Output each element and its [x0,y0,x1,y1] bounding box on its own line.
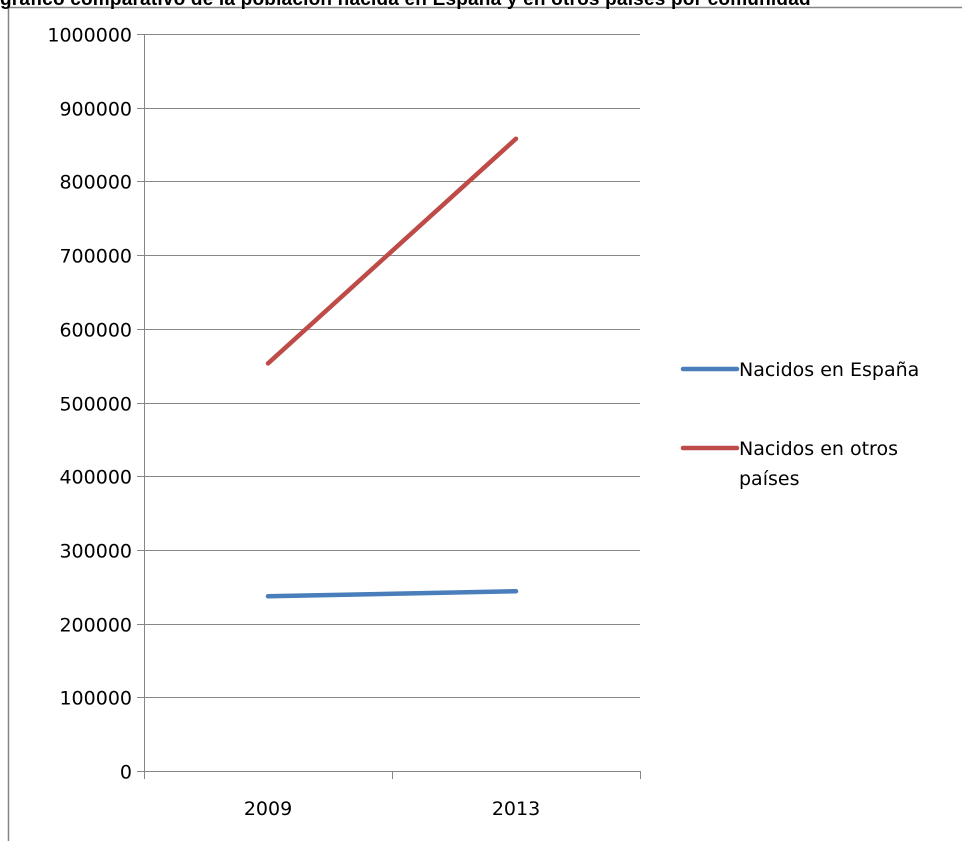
x-tick-label: 2013 [492,798,540,820]
y-tick-label: 900000 [59,99,132,121]
y-tick-label: 0 [120,762,132,784]
x-tick-labels: 2009 2013 [244,798,540,820]
grid-lines [144,34,640,698]
x-tick-label: 2009 [244,798,292,820]
y-tick-label: 1000000 [47,25,132,47]
legend: Nacidos en España Nacidos en otros países [680,359,919,490]
y-tick-label: 400000 [59,467,132,489]
y-tick-label: 700000 [59,246,132,268]
series-line-1 [265,136,519,366]
y-tick-label: 300000 [59,541,132,563]
legend-label: Nacidos en otros [739,438,898,460]
y-tick-label: 500000 [59,394,132,416]
page-title: gráfico comparativo de la población naci… [0,0,962,11]
y-tick-label: 600000 [59,320,132,342]
y-tick-labels: 0 100000 200000 300000 400000 500000 600000 700… [47,25,132,784]
legend-label: Nacidos en España [739,359,919,381]
y-tick-label: 200000 [59,615,132,637]
axes [137,34,641,779]
y-tick-label: 800000 [59,172,132,194]
series-lines [265,136,519,599]
y-tick-label: 100000 [59,688,132,710]
series-line-0 [265,588,519,599]
legend-label: países [739,468,799,490]
